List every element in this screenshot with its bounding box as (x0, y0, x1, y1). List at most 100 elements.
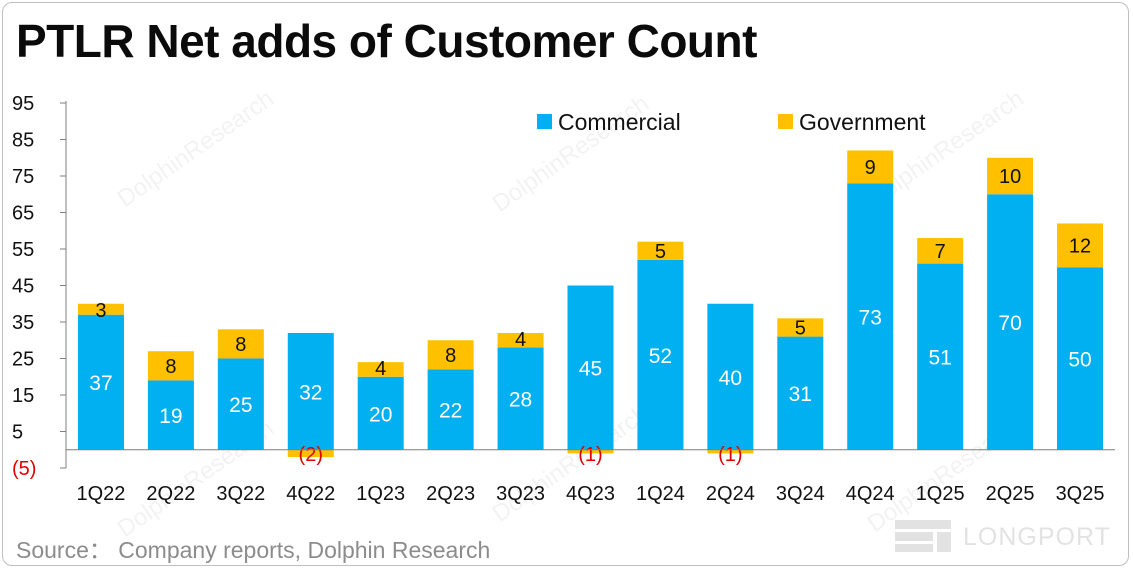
x-tick-label: 1Q22 (76, 483, 125, 505)
legend-label: Government (799, 109, 926, 135)
government-value-label: (1) (718, 444, 742, 466)
commercial-value-label: 25 (229, 394, 252, 417)
government-value-label: 7 (935, 241, 946, 263)
y-tick-label: 15 (12, 385, 34, 407)
y-tick-label: (5) (12, 458, 36, 480)
government-value-label: (2) (299, 444, 323, 466)
x-tick-label: 1Q23 (356, 483, 405, 505)
commercial-bar (427, 369, 474, 450)
commercial-value-label: 40 (719, 367, 742, 390)
commercial-bar (847, 183, 894, 450)
y-tick-label: 5 (12, 422, 23, 444)
x-tick-label: 4Q23 (566, 483, 615, 505)
x-tick-label: 2Q23 (426, 483, 475, 505)
legend-swatch (537, 114, 552, 129)
x-tick-label: 4Q24 (846, 483, 895, 505)
government-value-label: 12 (1069, 235, 1091, 257)
y-tick-label: 75 (12, 166, 34, 188)
x-tick-label: 2Q22 (146, 483, 195, 505)
commercial-bar (777, 336, 824, 450)
x-tick-label: 3Q24 (776, 483, 825, 505)
government-bar (427, 340, 474, 370)
y-tick-label: 65 (12, 203, 34, 225)
government-value-label: 5 (655, 241, 666, 263)
x-tick-label: 1Q24 (636, 483, 685, 505)
government-bar (847, 150, 894, 184)
commercial-value-label: 45 (579, 358, 602, 381)
y-tick-label: 25 (12, 349, 34, 371)
government-bar (1057, 223, 1104, 268)
x-tick-label: 4Q22 (286, 483, 335, 505)
commercial-bar (917, 263, 964, 450)
government-bar (287, 449, 334, 458)
commercial-value-label: 32 (299, 381, 322, 404)
government-value-label: 3 (95, 300, 106, 322)
legend: Commercial Government (537, 109, 926, 135)
longport-watermark-text: LONGPORT (963, 523, 1111, 551)
bars-layer: 37 3 19 8 25 8 32 (2) 20 4 22 8 28 4 45 (1) 52 5 40 (1) 31 5 7… (77, 150, 1104, 466)
government-value-label: 8 (165, 356, 176, 378)
government-bar (147, 351, 194, 381)
commercial-value-label: 19 (159, 405, 182, 428)
page-title: PTLR Net adds of Customer Count (16, 15, 757, 67)
government-value-label: 9 (865, 157, 876, 179)
commercial-bar (707, 303, 754, 450)
commercial-value-label: 52 (649, 345, 672, 368)
x-tick-label: 2Q24 (706, 483, 755, 505)
government-bar (917, 238, 964, 264)
longport-watermark: LONGPORT (895, 516, 1117, 558)
commercial-value-label: 22 (439, 400, 462, 423)
commercial-bar (147, 380, 194, 450)
government-value-label: 4 (375, 358, 386, 380)
commercial-value-label: 50 (1068, 349, 1091, 372)
y-axis: (5) 5 15 25 35 45 55 65 75 85 95 (12, 93, 67, 480)
commercial-value-label: 51 (928, 347, 951, 370)
x-tick-label: 1Q25 (916, 483, 965, 505)
commercial-bar (497, 347, 544, 450)
legend-swatch (778, 114, 793, 129)
government-bar (77, 303, 124, 315)
x-tick-label: 3Q22 (216, 483, 265, 505)
government-bar (987, 157, 1034, 195)
commercial-bar (637, 259, 684, 450)
government-value-label: 8 (235, 334, 246, 356)
longport-logo-icon (895, 520, 951, 552)
government-bar (777, 318, 824, 337)
commercial-value-label: 31 (789, 383, 812, 406)
commercial-bar (217, 358, 264, 450)
government-bar (217, 329, 264, 359)
government-value-label: 4 (515, 329, 526, 351)
x-tick-label: 3Q25 (1056, 483, 1105, 505)
y-tick-label: 45 (12, 276, 34, 298)
commercial-bar (357, 376, 404, 450)
y-tick-label: 95 (12, 93, 34, 115)
x-tick-label: 2Q25 (986, 483, 1035, 505)
commercial-bar (1057, 267, 1104, 450)
x-tick-label: 3Q23 (496, 483, 545, 505)
government-bar (707, 449, 754, 454)
government-bar (497, 332, 544, 348)
commercial-bar (987, 194, 1034, 450)
commercial-value-label: 28 (509, 389, 532, 412)
y-tick-label: 55 (12, 239, 34, 261)
commercial-value-label: 37 (89, 372, 112, 395)
commercial-value-label: 20 (369, 403, 392, 426)
government-value-label: 8 (445, 345, 456, 367)
government-value-label: 10 (999, 166, 1021, 188)
government-bar (637, 241, 684, 260)
government-value-label: (1) (578, 444, 602, 466)
government-bar (567, 449, 614, 454)
government-value-label: 5 (795, 317, 806, 339)
government-bar (357, 362, 404, 377)
y-tick-label: 35 (12, 312, 34, 334)
commercial-bar (567, 285, 614, 450)
legend-label: Commercial (558, 109, 681, 135)
x-axis: 1Q22 2Q22 3Q22 4Q22 1Q23 2Q23 3Q23 4Q23 1Q24 2Q24… (66, 449, 1115, 505)
commercial-value-label: 70 (998, 312, 1021, 335)
commercial-bar (77, 314, 124, 450)
source-note: Source： Company reports, Dolphin Researc… (16, 537, 491, 563)
y-tick-label: 85 (12, 130, 34, 152)
watermark-text: DolphinResearch (113, 85, 279, 213)
